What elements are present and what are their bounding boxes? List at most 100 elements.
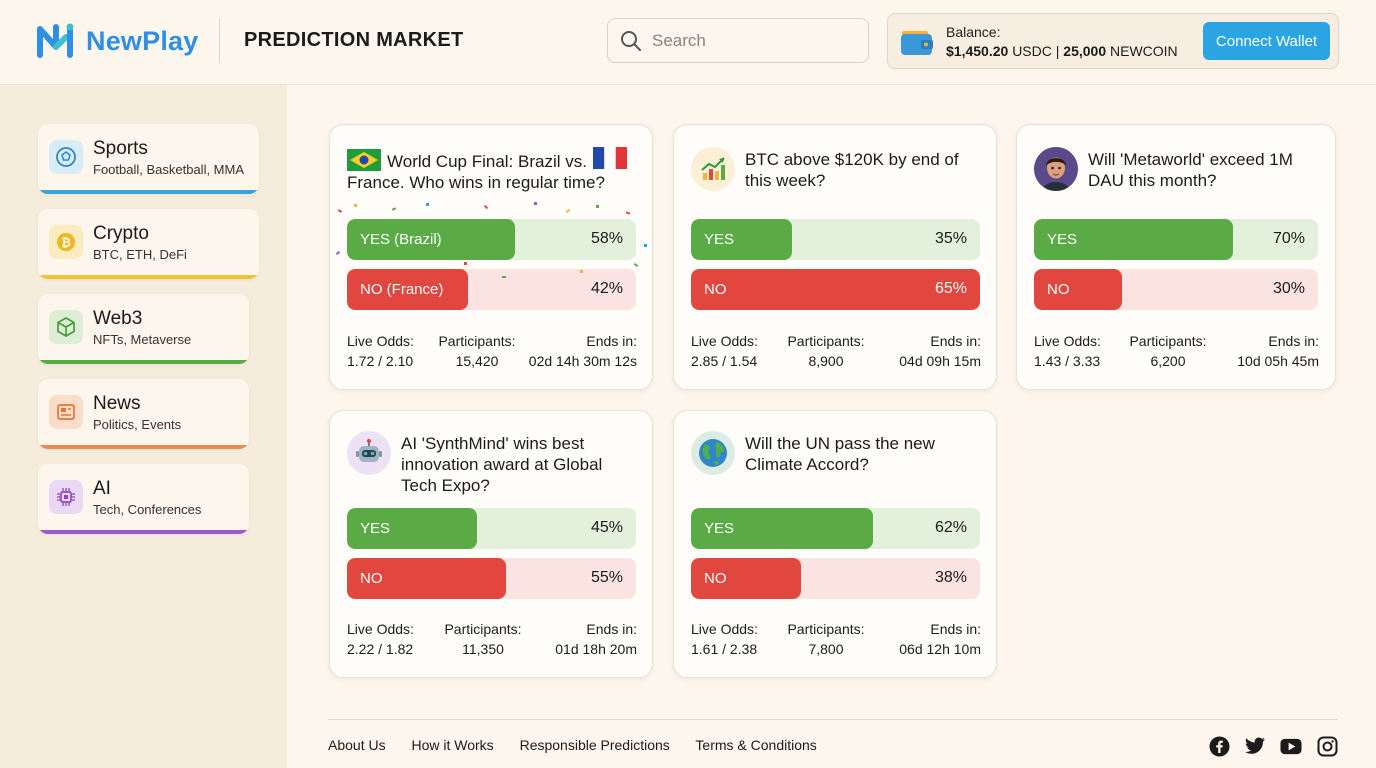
market-card-metaworld[interactable]: Will 'Metaworld' exceed 1M DAU this mont… — [1016, 124, 1336, 390]
bitcoin-icon: ₿ — [49, 225, 83, 259]
svg-text:₿: ₿ — [61, 236, 71, 250]
newspaper-icon — [49, 395, 83, 429]
no-option[interactable]: NO 30% — [1034, 269, 1318, 310]
yes-option[interactable]: YES 70% — [1034, 219, 1318, 260]
logo[interactable]: NewPlay — [36, 21, 198, 61]
sidebar: Sports Football, Basketball, MMA ₿ Crypt… — [0, 85, 287, 768]
no-percent: 55% — [590, 569, 623, 586]
no-fill — [347, 269, 469, 310]
market-card-world-cup[interactable]: World Cup Final: Brazil vs. France. Who … — [329, 124, 653, 390]
yes-option[interactable]: YES (Brazil) 58% — [347, 219, 636, 260]
yes-option[interactable]: YES 35% — [691, 219, 980, 260]
yes-percent: 45% — [590, 519, 623, 536]
avatar-icon — [1034, 147, 1078, 191]
market-stats: Live Odds: 1.43 / 3.33 Participants: 6,200… — [1034, 331, 1319, 371]
robot-icon — [347, 431, 391, 475]
sidebar-item-news[interactable]: News Politics, Events — [38, 379, 249, 449]
market-stats: Live Odds: 2.22 / 1.82 Participants: 11,35… — [347, 619, 637, 659]
category-accent-bar — [38, 530, 249, 534]
ends-in: Ends in: 04d 09h 15m — [899, 333, 981, 369]
no-percent: 42% — [590, 280, 623, 297]
ends-in: Ends in: 06d 12h 10m — [899, 621, 981, 657]
sidebar-item-title: News — [93, 393, 141, 414]
footer-link-terms[interactable]: Terms & Conditions — [695, 737, 817, 753]
yes-label: YES — [360, 520, 391, 537]
sidebar-item-subtitle: Football, Basketball, MMA — [93, 162, 245, 177]
no-fill — [691, 269, 980, 310]
participants: Participants: 8,900 — [787, 333, 865, 369]
live-odds: Live Odds: 2.22 / 1.82 — [347, 621, 414, 657]
cube-icon — [49, 310, 83, 344]
market-question: BTC above $120K by end of this week? — [745, 150, 959, 190]
footer-divider — [328, 719, 1337, 720]
yes-option[interactable]: YES 62% — [691, 508, 980, 549]
no-fill — [347, 558, 506, 599]
sidebar-item-ai[interactable]: AI Tech, Conferences — [38, 464, 249, 534]
market-question: World Cup Final: Brazil vs. France. Who … — [347, 149, 639, 193]
no-option[interactable]: NO (France) 42% — [347, 269, 636, 310]
page-title: PREDICTION MARKET — [244, 29, 464, 51]
yes-label: YES — [1047, 231, 1078, 248]
balance-value: $1,450.20 USDC | 25,000 NEWCOIN — [946, 43, 1178, 59]
yes-fill — [1034, 219, 1233, 260]
no-option[interactable]: NO 55% — [347, 558, 636, 599]
yes-label: YES — [704, 520, 735, 537]
participants: Participants: 7,800 — [787, 621, 865, 657]
youtube-icon[interactable] — [1280, 735, 1302, 757]
sidebar-item-subtitle: Politics, Events — [93, 417, 182, 432]
footer-link-responsible[interactable]: Responsible Predictions — [519, 737, 670, 753]
no-option[interactable]: NO 38% — [691, 558, 980, 599]
live-odds: Live Odds: 1.72 / 2.10 — [347, 333, 414, 369]
category-accent-bar — [38, 445, 249, 449]
instagram-icon[interactable] — [1316, 735, 1338, 757]
chip-icon — [49, 480, 83, 514]
market-card-synthmind[interactable]: AI 'SynthMind' wins best innovation awar… — [329, 410, 653, 678]
twitter-icon[interactable] — [1244, 735, 1266, 757]
yes-fill — [347, 508, 478, 549]
search-input[interactable] — [652, 30, 842, 51]
ends-in: Ends in: 01d 18h 20m — [555, 621, 637, 657]
market-stats: Live Odds: 1.72 / 2.10 Participants: 15,42… — [347, 331, 637, 371]
wallet-panel: Balance: $1,450.20 USDC | 25,000 NEWCOIN… — [887, 13, 1339, 69]
search-icon — [621, 30, 641, 51]
market-stats: Live Odds: 1.61 / 2.38 Participants: 7,800… — [691, 619, 981, 659]
live-odds: Live Odds: 1.61 / 2.38 — [691, 621, 758, 657]
footer-links: About Us How it Works Responsible Predic… — [328, 737, 839, 753]
no-percent: 65% — [934, 280, 967, 297]
yes-fill — [691, 508, 874, 549]
wallet-icon — [901, 31, 933, 55]
sidebar-item-title: AI — [93, 478, 111, 499]
live-odds: Live Odds: 2.85 / 1.54 — [691, 333, 758, 369]
no-fill — [1034, 269, 1123, 310]
market-card-btc[interactable]: BTC above $120K by end of this week? YES… — [673, 124, 997, 390]
market-question: Will 'Metaworld' exceed 1M DAU this mont… — [1088, 150, 1293, 190]
no-label: NO — [704, 281, 727, 298]
header-divider — [219, 19, 220, 63]
balance-coin-unit: NEWCOIN — [1110, 43, 1178, 59]
yes-percent: 62% — [934, 519, 967, 536]
no-label: NO — [704, 570, 727, 587]
sidebar-item-crypto[interactable]: ₿ Crypto BTC, ETH, DeFi — [38, 209, 259, 279]
sidebar-item-sports[interactable]: Sports Football, Basketball, MMA — [38, 124, 259, 194]
balance-usdc: $1,450.20 — [946, 43, 1009, 59]
connect-wallet-button[interactable]: Connect Wallet — [1203, 22, 1330, 60]
facebook-icon[interactable] — [1208, 735, 1230, 757]
category-accent-bar — [38, 275, 259, 279]
no-option[interactable]: NO 65% — [691, 269, 980, 310]
sidebar-item-web3[interactable]: Web3 NFTs, Metaverse — [38, 294, 249, 364]
social-links — [1208, 735, 1338, 757]
category-accent-bar — [38, 190, 259, 194]
market-card-climate[interactable]: Will the UN pass the new Climate Accord?… — [673, 410, 997, 678]
yes-fill — [347, 219, 515, 260]
ends-in: Ends in: 10d 05h 45m — [1237, 333, 1319, 369]
yes-option[interactable]: YES 45% — [347, 508, 636, 549]
search-box[interactable] — [607, 18, 869, 63]
footer-link-about[interactable]: About Us — [328, 737, 386, 753]
no-fill — [691, 558, 801, 599]
yes-percent: 58% — [590, 230, 623, 247]
balance-label: Balance: — [946, 24, 1001, 40]
market-stats: Live Odds: 2.85 / 1.54 Participants: 8,900… — [691, 331, 981, 371]
footer-link-how-it-works[interactable]: How it Works — [411, 737, 494, 753]
participants: Participants: 11,350 — [444, 621, 522, 657]
sidebar-item-title: Web3 — [93, 308, 143, 329]
